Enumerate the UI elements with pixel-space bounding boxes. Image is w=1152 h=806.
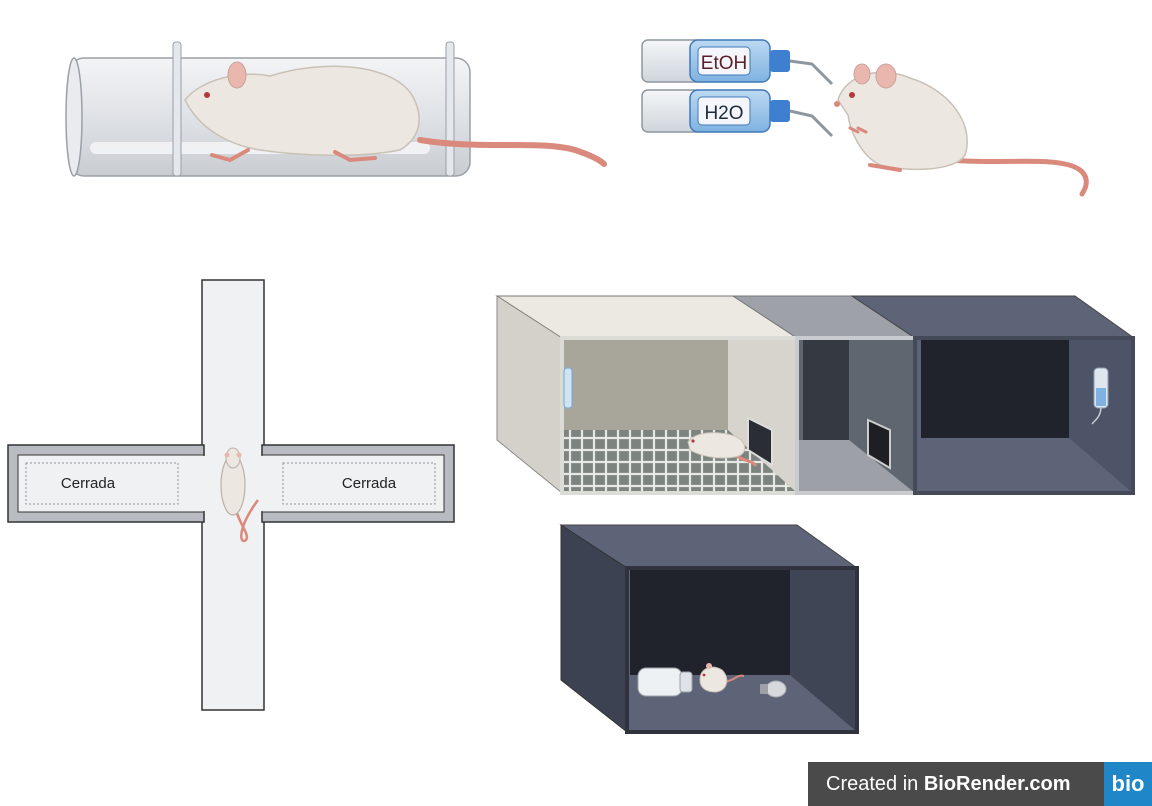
bottle-etoh: EtOH: [641, 39, 834, 86]
credit-text: Created in BioRender.com: [808, 773, 1071, 796]
tube-ring-left: [172, 41, 182, 177]
plus-maze-panel: Cerrada Cerrada: [7, 279, 455, 711]
tipped-bottle: [637, 667, 693, 697]
maze-left-arm-label: Cerrada: [61, 475, 116, 492]
restrained-rat: [184, 61, 607, 167]
light-chamber-door: [747, 416, 773, 467]
middle-chamber-door: [867, 418, 891, 470]
light-chamber-water-tube: [563, 367, 573, 409]
bottle-etoh-label: EtOH: [701, 53, 747, 74]
maze-closed-arm-left: [7, 444, 205, 523]
biorender-credit-badge[interactable]: Created in BioRender.com bio: [808, 762, 1152, 806]
shuttle-box-panel: [495, 295, 1136, 495]
drinking-rat: [834, 63, 1089, 197]
credit-prefix: Created in: [826, 772, 924, 795]
restraint-tube-panel: [65, 41, 607, 177]
maze-rat: [220, 447, 260, 543]
bottle-h2o: H2O: [641, 89, 834, 138]
dark-box-panel: [559, 524, 859, 734]
credit-brand: BioRender.com: [923, 772, 1071, 795]
light-bulb-icon: [760, 680, 787, 698]
maze-right-arm-label: Cerrada: [342, 475, 397, 492]
tube-end-left: [65, 57, 83, 177]
bottle-preference-panel: EtOH H2O: [641, 39, 1089, 197]
shuttle-box-rat: [687, 432, 758, 467]
dark-chamber-water-tube: [1091, 367, 1109, 425]
tube-ring-right: [445, 41, 455, 177]
bottle-h2o-label: H2O: [704, 103, 743, 124]
dark-box-mouse: [699, 663, 745, 693]
biorender-logo-icon: bio: [1104, 762, 1152, 806]
